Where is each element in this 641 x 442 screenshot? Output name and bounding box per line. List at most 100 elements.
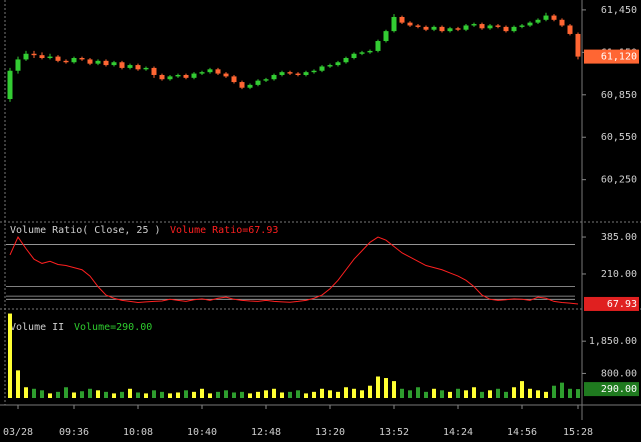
- candle-body: [407, 22, 413, 26]
- volume-bar: [208, 393, 212, 398]
- candle-body: [175, 74, 181, 77]
- volume-bar: [512, 387, 516, 398]
- candle-body: [335, 62, 341, 66]
- volume-bar: [240, 391, 244, 398]
- volume-bar: [176, 392, 180, 398]
- candle-body: [359, 52, 365, 54]
- candle-body: [71, 58, 77, 63]
- volume-bar: [408, 390, 412, 398]
- volume-bar: [336, 391, 340, 398]
- y-tick-label: 60,850: [601, 90, 637, 101]
- y-tick-label: 1,850.00: [589, 336, 637, 347]
- volume-bar: [160, 391, 164, 398]
- volume-bar: [464, 390, 468, 398]
- candle-body: [511, 26, 517, 32]
- candle-body: [127, 65, 133, 68]
- candle-body: [231, 76, 237, 83]
- candle-body: [23, 53, 29, 60]
- x-tick-label: 15:28: [563, 427, 593, 438]
- panel-title: Volume II: [10, 322, 64, 333]
- volume-bar: [488, 390, 492, 398]
- candle-body: [87, 59, 93, 64]
- volume-bar: [64, 387, 68, 398]
- volume-bar: [24, 387, 28, 398]
- x-tick-label: 13:52: [379, 427, 409, 438]
- y-tick-label: 800.00: [601, 368, 637, 379]
- candle-body: [431, 26, 437, 30]
- candle-body: [159, 74, 165, 80]
- x-tick-label: 13:20: [315, 427, 345, 438]
- candle-body: [239, 82, 245, 88]
- volume-bar: [496, 388, 500, 398]
- candle-body: [375, 41, 381, 51]
- candle-body: [7, 70, 13, 100]
- volume-bar: [152, 390, 156, 398]
- candle-body: [167, 76, 173, 80]
- volume-bar: [376, 376, 380, 398]
- volume-bar: [432, 388, 436, 398]
- panel-title: Volume Ratio( Close, 25 ): [10, 225, 161, 236]
- volume-bar: [120, 391, 124, 398]
- volume-bar: [32, 388, 36, 398]
- volume-bar: [504, 391, 508, 398]
- volume-bar: [560, 382, 564, 398]
- candle-body: [479, 24, 485, 29]
- x-tick-label: 14:56: [507, 427, 537, 438]
- candle-body: [471, 24, 477, 26]
- volume-bar: [264, 390, 268, 398]
- volume-bar: [528, 388, 532, 398]
- candle-body: [391, 16, 397, 32]
- volume-bar: [480, 391, 484, 398]
- candle-body: [551, 15, 557, 20]
- current-value-label: 67.93: [607, 299, 637, 310]
- y-tick-label: 60,250: [601, 175, 637, 186]
- candle-body: [247, 84, 253, 88]
- volume-bar: [88, 388, 92, 398]
- volume-bar: [368, 385, 372, 398]
- y-tick-label: 60,550: [601, 132, 637, 143]
- current-value-label: 290.00: [601, 384, 637, 395]
- candle-body: [31, 53, 37, 56]
- candle-body: [567, 25, 573, 34]
- candle-body: [143, 67, 149, 70]
- volume-bar: [416, 387, 420, 398]
- volume-bar: [256, 391, 260, 398]
- volume-bar: [80, 391, 84, 398]
- volume-bar: [144, 393, 148, 398]
- candle-body: [575, 33, 581, 57]
- volume-bar: [16, 370, 20, 398]
- candle-body: [103, 60, 109, 66]
- volume-bar: [168, 393, 172, 398]
- volume-bar: [544, 391, 548, 398]
- legend-entry: Volume=290.00: [74, 322, 152, 333]
- volume-bar: [8, 313, 12, 398]
- x-tick-label: 14:24: [443, 427, 473, 438]
- candle-body: [351, 53, 357, 59]
- current-value-box: [584, 49, 639, 64]
- candle-body: [399, 16, 405, 23]
- candle-body: [535, 19, 541, 23]
- x-tick-label: 03/28: [3, 427, 33, 438]
- volume-bar: [384, 378, 388, 398]
- x-tick-label: 10:40: [187, 427, 217, 438]
- volume-bar: [520, 381, 524, 398]
- y-tick-label: 385.00: [601, 232, 637, 243]
- volume-bar: [112, 393, 116, 398]
- volume-bar: [352, 388, 356, 398]
- volume-bar: [576, 389, 580, 398]
- volume-bar: [552, 385, 556, 398]
- volume-bar: [456, 388, 460, 398]
- volume-bar: [128, 388, 132, 398]
- candle-body: [151, 67, 157, 75]
- candle-body: [79, 58, 85, 60]
- volume-bar: [232, 392, 236, 398]
- candle-body: [303, 72, 309, 75]
- candle-body: [343, 58, 349, 63]
- candle-body: [39, 55, 45, 59]
- candle-body: [55, 56, 61, 61]
- volume-bar: [472, 387, 476, 398]
- candle-body: [199, 72, 205, 74]
- volume-bar: [104, 391, 108, 398]
